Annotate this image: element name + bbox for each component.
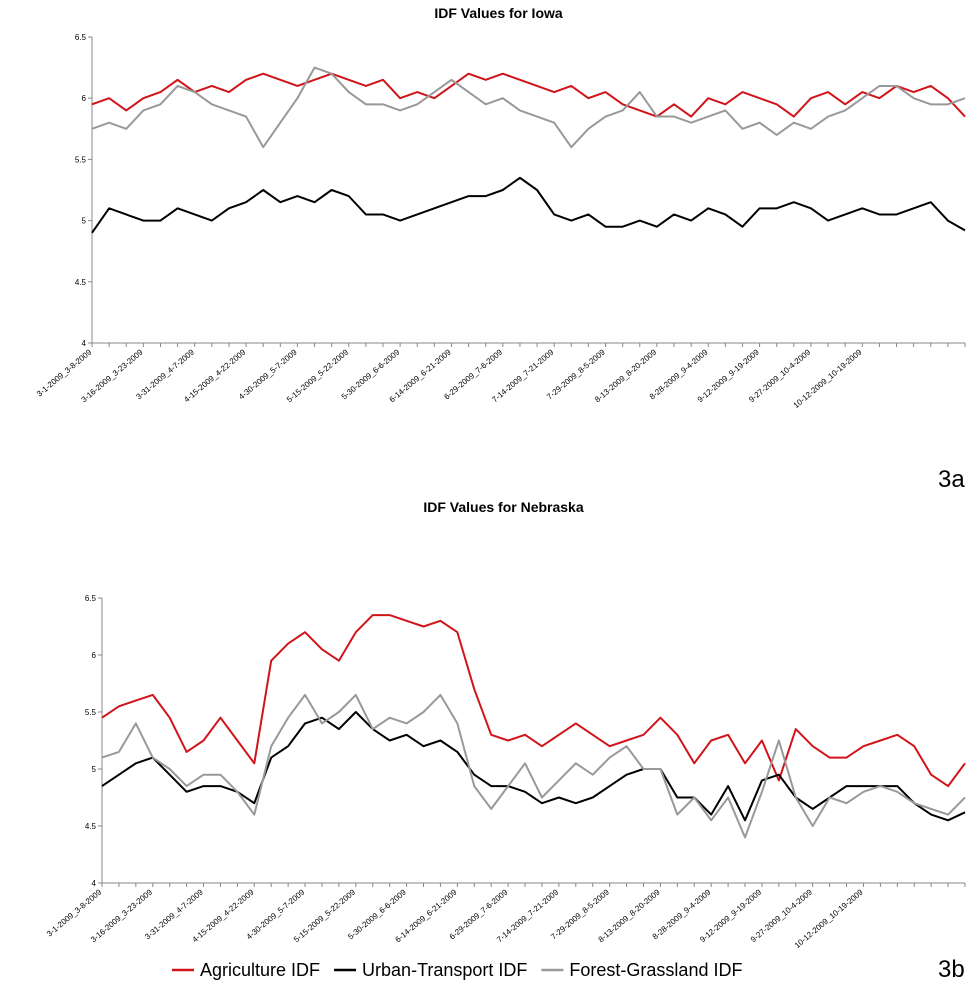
- panel-label: 3b: [938, 956, 965, 983]
- y-tick-label: 4: [82, 339, 87, 348]
- line-series: [101, 614, 966, 788]
- line-series: [101, 693, 966, 839]
- line-series: [101, 711, 966, 822]
- chart-title: IDF Values for Nebraska: [423, 499, 584, 515]
- y-tick-label: 6: [92, 651, 97, 660]
- y-tick-label: 5.5: [75, 155, 87, 164]
- y-tick-label: 5.5: [85, 708, 97, 717]
- line-series: [91, 72, 966, 118]
- legend-label: Forest-Grassland IDF: [569, 960, 742, 980]
- y-tick-label: 4.5: [75, 278, 87, 287]
- line-series: [91, 66, 966, 149]
- legend-label: Agriculture IDF: [200, 960, 320, 980]
- y-tick-label: 6.5: [85, 594, 97, 603]
- y-tick-label: 4: [92, 879, 97, 888]
- y-tick-label: 5: [82, 217, 87, 226]
- x-tick-label: 3-1-2009_3-8-2009: [45, 887, 104, 938]
- y-tick-label: 6: [82, 94, 87, 103]
- panel-label: 3a: [938, 466, 965, 493]
- y-tick-label: 6.5: [75, 33, 87, 42]
- y-tick-label: 4.5: [85, 822, 97, 831]
- chart-title: IDF Values for Iowa: [434, 5, 563, 21]
- y-tick-label: 5: [92, 765, 97, 774]
- line-series: [91, 176, 966, 234]
- x-tick-label: 3-1-2009_3-8-2009: [35, 347, 94, 398]
- legend-label: Urban-Transport IDF: [362, 960, 527, 980]
